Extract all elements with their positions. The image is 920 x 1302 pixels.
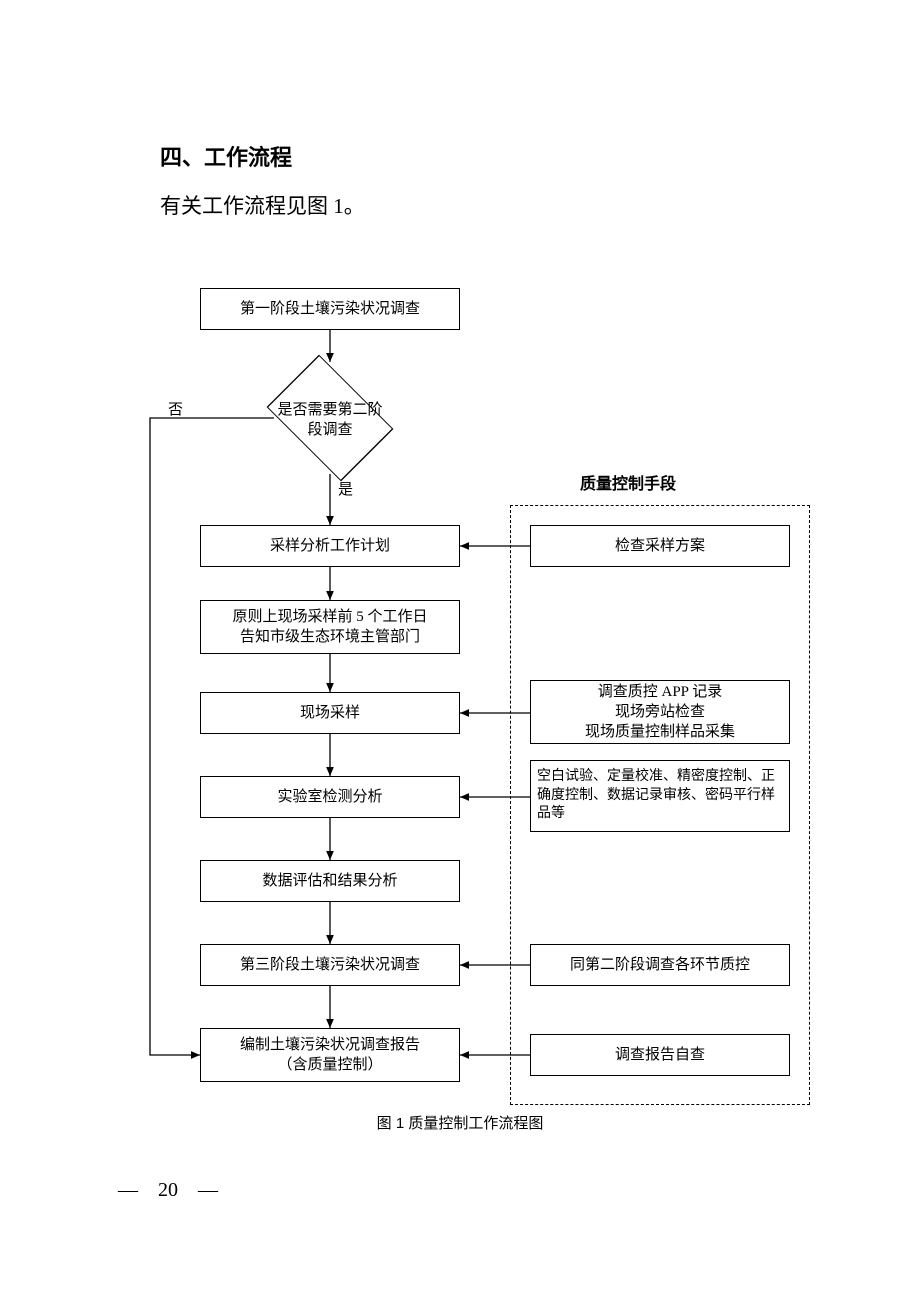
node-notify-dept: 原则上现场采样前 5 个工作日告知市级生态环境主管部门: [200, 600, 460, 654]
node-phase1-survey: 第一阶段土壤污染状况调查: [200, 288, 460, 330]
flowchart-diagram: 质量控制手段 是否需要第二阶段调查 第一阶段土壤污染状况调查 采样分析工作计划 …: [130, 280, 810, 1120]
node-lab-analysis: 实验室检测分析: [200, 776, 460, 818]
decision-label: 是否需要第二阶段调查: [260, 400, 400, 441]
node-field-sampling: 现场采样: [200, 692, 460, 734]
edge-label-yes: 是: [338, 478, 353, 499]
qc-phase2-ref: 同第二阶段调查各环节质控: [530, 944, 790, 986]
node-data-eval: 数据评估和结果分析: [200, 860, 460, 902]
section-heading: 四、工作流程: [160, 140, 760, 172]
edge-label-no: 否: [168, 398, 183, 419]
page-number: — 20 —: [118, 1173, 218, 1202]
node-sampling-plan: 采样分析工作计划: [200, 525, 460, 567]
qc-lab-controls: 空白试验、定量校准、精密度控制、正确度控制、数据记录审核、密码平行样品等: [530, 760, 790, 832]
qc-report-selfcheck: 调查报告自查: [530, 1034, 790, 1076]
qc-check-plan: 检查采样方案: [530, 525, 790, 567]
figure-caption: 图 1 质量控制工作流程图: [330, 1112, 590, 1133]
qc-title: 质量控制手段: [580, 470, 676, 494]
node-phase3-survey: 第三阶段土壤污染状况调查: [200, 944, 460, 986]
node-report: 编制土壤污染状况调查报告（含质量控制）: [200, 1028, 460, 1082]
body-text: 有关工作流程见图 1。: [160, 190, 760, 220]
qc-app-record: 调查质控 APP 记录现场旁站检查现场质量控制样品采集: [530, 680, 790, 744]
